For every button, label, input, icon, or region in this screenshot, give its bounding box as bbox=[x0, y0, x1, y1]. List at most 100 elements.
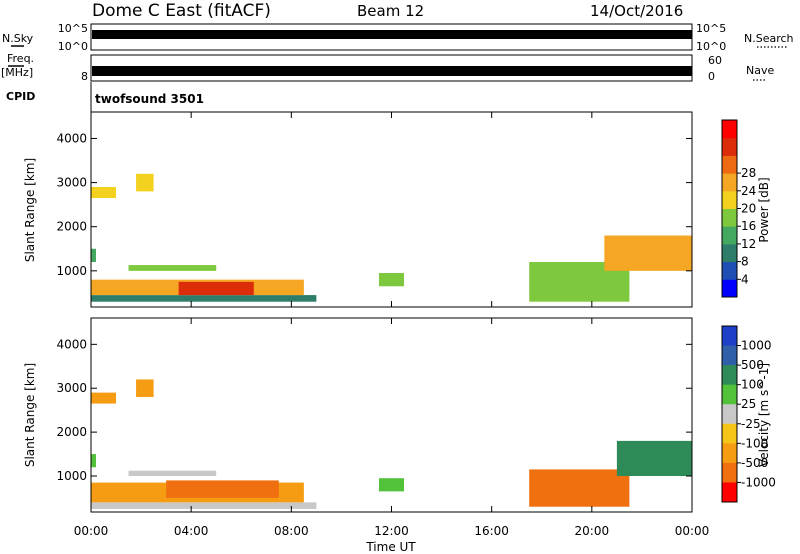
nsky-tick-bottom: 10^0 bbox=[58, 40, 88, 53]
colorbar-swatch bbox=[722, 345, 737, 366]
power-ylabel: Slant Range [km] bbox=[23, 158, 37, 262]
colorbar-swatch bbox=[722, 404, 737, 425]
colorbar-frame bbox=[721, 325, 738, 503]
velocity-colorbar-label: Velocity [m s^-1] bbox=[757, 363, 771, 467]
time-tick-label: 12:00 bbox=[374, 524, 409, 538]
colorbar-swatch bbox=[722, 226, 737, 245]
data-region bbox=[166, 480, 279, 498]
colorbar-tick-label: -25 bbox=[741, 417, 761, 431]
colorbar-swatch bbox=[722, 173, 737, 192]
y-tick-label: 2000 bbox=[56, 425, 87, 439]
colorbar-tick-label: 28 bbox=[741, 166, 756, 180]
power-panel: 1000 2000 3000 4000 Slant Range [km] 4 8 12 16… bbox=[23, 111, 771, 308]
nsky-tick-top: 10^5 bbox=[58, 22, 88, 35]
colorbar-swatch bbox=[722, 279, 737, 298]
power-colorbar: 4 8 12 16 20 24 28 bbox=[721, 119, 756, 298]
colorbar-swatch bbox=[722, 423, 737, 444]
y-tick-label: 4000 bbox=[56, 131, 87, 145]
nsearch-tick-bottom: 10^0 bbox=[696, 40, 726, 53]
colorbar-tick-label: 25 bbox=[741, 397, 756, 411]
data-region bbox=[178, 281, 254, 296]
colorbar-tick-label: 16 bbox=[741, 219, 756, 233]
data-region bbox=[91, 454, 97, 468]
time-tick-label: 16:00 bbox=[474, 524, 509, 538]
colorbar-swatch bbox=[722, 243, 737, 263]
data-region bbox=[128, 470, 217, 477]
time-axis-title: Time UT bbox=[365, 540, 416, 554]
velocity-colorbar: 1000 500 100 25 -25 -100 -500 -1000 bbox=[721, 325, 776, 503]
data-region bbox=[91, 295, 317, 302]
colorbar-swatch bbox=[722, 155, 737, 174]
colorbar-tick-label: 8 bbox=[741, 255, 749, 269]
colorbar-tick-label: 4 bbox=[741, 272, 749, 286]
velocity-panel: 1000 2000 3000 4000 Slant Range [km] 1000 50… bbox=[23, 317, 776, 513]
power-colorbar-label: Power [dB] bbox=[757, 177, 771, 242]
velocity-y-axis: 1000 2000 3000 4000 bbox=[56, 337, 692, 483]
colorbar-swatch bbox=[722, 384, 737, 405]
y-tick-label: 1000 bbox=[56, 469, 87, 483]
nsky-trace bbox=[92, 30, 692, 39]
freq-label: Freq. bbox=[7, 52, 34, 65]
time-tick-label: 04:00 bbox=[174, 524, 209, 538]
data-region bbox=[378, 478, 405, 492]
nsky-label: N.Sky bbox=[2, 32, 34, 45]
time-tick-label: 20:00 bbox=[575, 524, 610, 538]
nave-label: Nave bbox=[746, 64, 774, 77]
colorbar-swatch bbox=[722, 326, 737, 347]
colorbar-tick-label: 1000 bbox=[741, 339, 772, 353]
colorbar-tick-label: -500 bbox=[741, 456, 768, 470]
cpid-value: twofsound 3501 bbox=[95, 92, 204, 106]
colorbar-tick-label: -1000 bbox=[741, 475, 776, 489]
colorbar-swatch bbox=[722, 365, 737, 386]
data-region bbox=[136, 379, 154, 398]
nsearch-tick-top: 10^5 bbox=[696, 22, 726, 35]
time-tick-label: 00:00 bbox=[74, 524, 109, 538]
time-tick-label: 08:00 bbox=[274, 524, 309, 538]
colorbar-swatch bbox=[722, 120, 737, 139]
nave-tick-bottom: 0 bbox=[708, 70, 715, 83]
colorbar-swatch bbox=[722, 482, 737, 503]
colorbar-swatch bbox=[722, 462, 737, 483]
colorbar-swatch bbox=[722, 208, 737, 227]
velocity-x-ticks bbox=[90, 318, 693, 512]
colorbar-swatch bbox=[722, 443, 737, 464]
data-region bbox=[529, 469, 630, 507]
freq-trace bbox=[92, 66, 692, 76]
power-y-axis: 1000 2000 3000 4000 bbox=[56, 131, 692, 278]
velocity-data-cells bbox=[91, 379, 692, 509]
y-tick-label: 1000 bbox=[56, 264, 87, 278]
data-region bbox=[91, 392, 117, 404]
colorbar-tick-label: 100 bbox=[741, 378, 764, 392]
colorbar-tick-label: -100 bbox=[741, 436, 768, 450]
data-region bbox=[128, 265, 217, 271]
time-axis-labels: 00:00 04:00 08:00 12:00 16:00 20:00 00:00 bbox=[74, 524, 710, 538]
data-region bbox=[91, 502, 317, 509]
data-region bbox=[91, 248, 97, 262]
radar-title: Dome C East (fitACF) bbox=[92, 1, 271, 21]
data-region bbox=[378, 273, 405, 287]
nave-tick-top: 60 bbox=[708, 54, 722, 67]
power-x-ticks bbox=[90, 112, 693, 307]
data-region bbox=[604, 235, 692, 271]
colorbar-tick-label: 24 bbox=[741, 184, 756, 198]
cpid-label: CPID bbox=[6, 90, 35, 103]
colorbar-tick-label: 20 bbox=[741, 202, 756, 216]
colorbar-tick-label: 500 bbox=[741, 358, 764, 372]
colorbar-tick-label: 12 bbox=[741, 237, 756, 251]
colorbar-swatch bbox=[722, 190, 737, 209]
data-region bbox=[136, 173, 154, 192]
y-tick-label: 2000 bbox=[56, 220, 87, 234]
power-data-cells bbox=[91, 173, 692, 302]
date-label: 14/Oct/2016 bbox=[590, 2, 683, 20]
y-tick-label: 3000 bbox=[56, 176, 87, 190]
nsearch-label: N.Search bbox=[744, 32, 794, 45]
time-tick-label: 00:00 bbox=[675, 524, 710, 538]
y-tick-label: 4000 bbox=[56, 337, 87, 351]
velocity-ylabel: Slant Range [km] bbox=[23, 363, 37, 467]
freq-unit-label: [MHz] bbox=[1, 66, 33, 79]
colorbar-swatch bbox=[722, 137, 737, 156]
data-region bbox=[91, 187, 117, 199]
beam-label: Beam 12 bbox=[357, 2, 424, 20]
y-tick-label: 3000 bbox=[56, 381, 87, 395]
